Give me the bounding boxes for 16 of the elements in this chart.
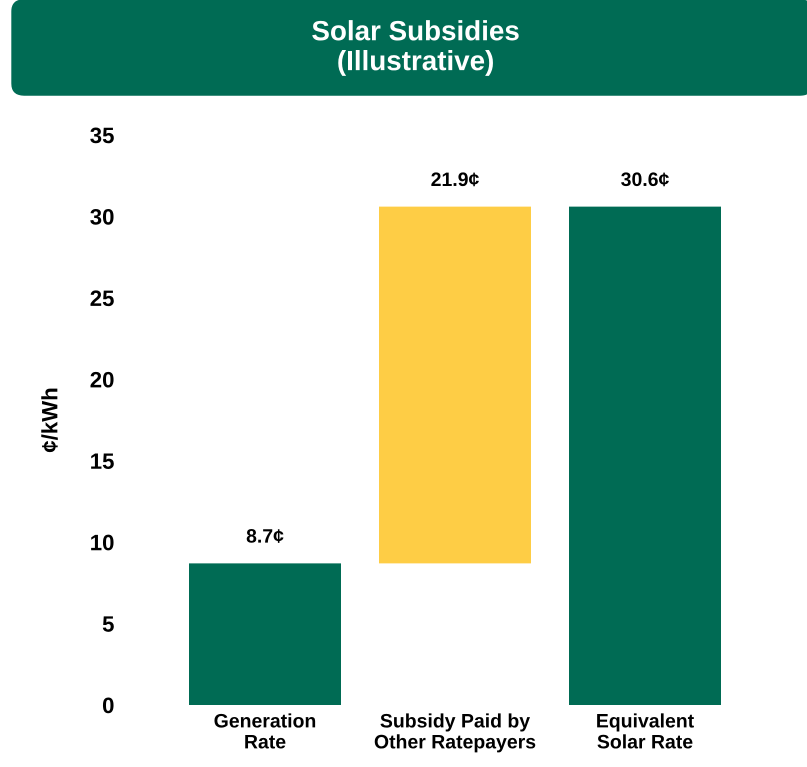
y-tick-label: 25 (90, 290, 114, 306)
data-label: 30.6¢ (621, 172, 669, 186)
data-label: 8.7¢ (246, 529, 284, 543)
y-axis-title: ¢/kWh (41, 388, 58, 452)
y-tick-label: 5 (102, 616, 114, 632)
x-tick-label: Generation Rate (214, 713, 316, 749)
data-label: 21.9¢ (431, 172, 479, 186)
x-tick-label: Equivalent Solar Rate (597, 713, 694, 749)
y-tick-label: 30 (90, 208, 114, 225)
y-tick-label: 20 (90, 372, 114, 388)
y-tick-label: 15 (91, 453, 114, 469)
y-tick-label: 35 (90, 128, 114, 144)
x-tick-label: Subsidy Paid by Other Ratepayers (374, 713, 536, 752)
y-tick-label: 0 (102, 698, 114, 714)
y-tick-label: 10 (91, 534, 114, 550)
chart-title: Solar Subsidies (Illustrative) (312, 20, 519, 76)
